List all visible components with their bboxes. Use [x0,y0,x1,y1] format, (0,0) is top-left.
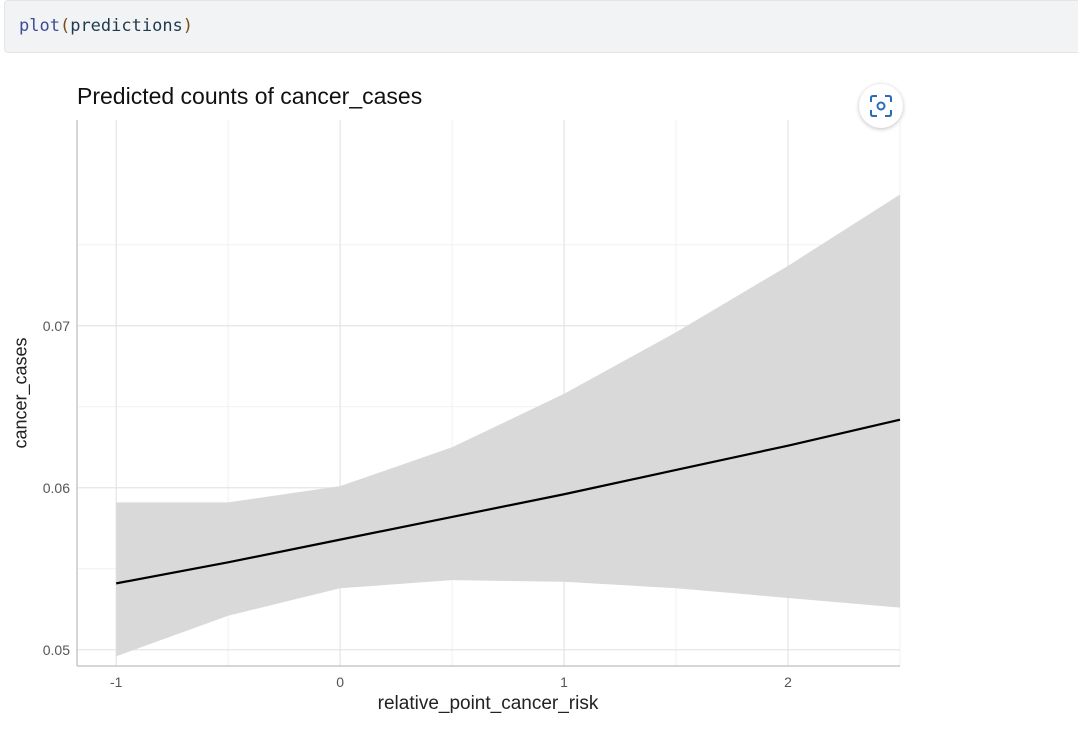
y-tick-label: 0.05 [43,642,70,658]
fullscreen-icon [870,95,892,117]
x-axis-label: relative_point_cancer_risk [377,693,599,714]
confidence-band-layer [116,194,900,657]
chart-title: Predicted counts of cancer_cases [77,83,423,109]
fullscreen-button[interactable] [859,84,903,128]
y-axis-label: cancer_cases [10,337,31,449]
y-tick-label: 0.07 [43,318,70,334]
code-cell[interactable]: plot(predictions) [4,0,1078,53]
code-function: plot [19,16,60,36]
x-tick-label: 2 [784,674,792,690]
code-open-paren: ( [59,16,71,36]
code-line: plot(predictions) [19,16,193,36]
prediction-line-layer [115,418,901,585]
tick-label-layer: -1 0 1 2 0.05 0.06 0.07 [43,318,792,690]
confidence-band [116,194,900,657]
y-tick-label: 0.06 [43,480,70,496]
code-argument: predictions [70,16,183,36]
x-tick-label: -1 [110,674,123,690]
axis-layer [76,120,900,667]
x-tick-label: 1 [560,674,568,690]
prediction-line [115,418,901,585]
code-close-paren: ) [182,16,194,36]
x-tick-label: 0 [336,674,344,690]
